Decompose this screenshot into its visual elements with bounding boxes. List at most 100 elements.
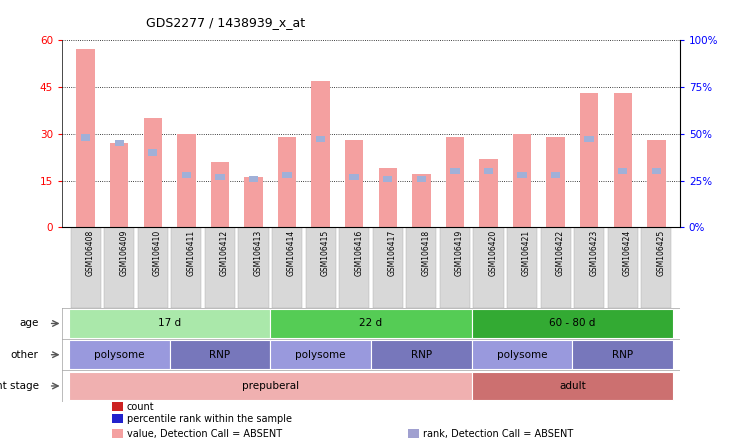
Text: GSM106417: GSM106417 <box>387 230 397 276</box>
FancyBboxPatch shape <box>440 227 470 308</box>
Bar <box>613 93 632 227</box>
FancyBboxPatch shape <box>474 227 504 308</box>
FancyBboxPatch shape <box>70 227 101 308</box>
Bar <box>580 93 599 227</box>
Bar <box>282 172 292 178</box>
Bar <box>181 172 191 178</box>
Bar <box>480 159 498 227</box>
Bar <box>484 168 493 174</box>
Text: other: other <box>11 350 39 360</box>
FancyBboxPatch shape <box>170 341 270 369</box>
Bar <box>211 162 229 227</box>
Bar <box>446 137 464 227</box>
FancyBboxPatch shape <box>69 372 471 400</box>
FancyBboxPatch shape <box>339 227 369 308</box>
Text: RNP: RNP <box>209 350 230 360</box>
Bar <box>112 429 123 438</box>
Text: 60 - 80 d: 60 - 80 d <box>549 318 596 329</box>
Bar <box>383 175 393 182</box>
Bar <box>110 143 129 227</box>
Bar <box>81 135 91 141</box>
FancyBboxPatch shape <box>471 309 673 338</box>
Bar <box>112 402 123 411</box>
FancyBboxPatch shape <box>574 227 605 308</box>
FancyBboxPatch shape <box>373 227 403 308</box>
Text: GSM106411: GSM106411 <box>186 230 195 276</box>
Text: polysome: polysome <box>497 350 548 360</box>
Text: GSM106414: GSM106414 <box>287 230 296 276</box>
Text: GSM106418: GSM106418 <box>421 230 431 276</box>
FancyBboxPatch shape <box>306 227 336 308</box>
Text: GSM106410: GSM106410 <box>153 230 162 276</box>
FancyBboxPatch shape <box>406 227 436 308</box>
FancyBboxPatch shape <box>137 227 168 308</box>
Text: age: age <box>19 318 39 329</box>
FancyBboxPatch shape <box>471 341 572 369</box>
FancyBboxPatch shape <box>104 227 135 308</box>
FancyBboxPatch shape <box>270 309 471 338</box>
Bar <box>77 49 95 227</box>
Bar <box>244 178 262 227</box>
Bar <box>311 81 330 227</box>
Text: count: count <box>127 402 155 412</box>
Bar <box>417 175 426 182</box>
FancyBboxPatch shape <box>641 227 672 308</box>
Text: GSM106423: GSM106423 <box>589 230 598 276</box>
Bar <box>143 118 162 227</box>
FancyBboxPatch shape <box>270 341 371 369</box>
Text: GSM106425: GSM106425 <box>656 230 665 276</box>
Text: GSM106424: GSM106424 <box>623 230 632 276</box>
Text: RNP: RNP <box>612 350 633 360</box>
Text: GSM106412: GSM106412 <box>220 230 229 276</box>
FancyBboxPatch shape <box>272 227 302 308</box>
Bar <box>647 140 665 227</box>
FancyBboxPatch shape <box>171 227 202 308</box>
Bar <box>249 175 258 182</box>
Text: GSM106413: GSM106413 <box>254 230 262 276</box>
Text: adult: adult <box>559 381 586 391</box>
Text: 22 d: 22 d <box>360 318 382 329</box>
Text: development stage: development stage <box>0 381 39 391</box>
Bar <box>115 140 124 146</box>
FancyBboxPatch shape <box>205 227 235 308</box>
Bar <box>412 174 431 227</box>
Bar <box>513 134 531 227</box>
Bar <box>408 429 419 438</box>
FancyBboxPatch shape <box>69 309 270 338</box>
FancyBboxPatch shape <box>371 341 471 369</box>
Bar <box>518 172 527 178</box>
FancyBboxPatch shape <box>238 227 268 308</box>
Bar <box>551 172 561 178</box>
FancyBboxPatch shape <box>540 227 571 308</box>
FancyBboxPatch shape <box>572 341 673 369</box>
Text: GSM106420: GSM106420 <box>488 230 498 276</box>
Bar <box>379 168 397 227</box>
Text: GSM106421: GSM106421 <box>522 230 531 276</box>
Text: polysome: polysome <box>295 350 346 360</box>
Text: rank, Detection Call = ABSENT: rank, Detection Call = ABSENT <box>423 429 574 439</box>
FancyBboxPatch shape <box>607 227 638 308</box>
Text: value, Detection Call = ABSENT: value, Detection Call = ABSENT <box>127 429 282 439</box>
Bar <box>349 174 359 180</box>
Bar <box>316 136 325 143</box>
Text: GSM106408: GSM106408 <box>86 230 94 276</box>
Text: prepuberal: prepuberal <box>242 381 299 391</box>
FancyBboxPatch shape <box>507 227 537 308</box>
Text: polysome: polysome <box>94 350 145 360</box>
Bar <box>585 136 594 143</box>
Text: GDS2277 / 1438939_x_at: GDS2277 / 1438939_x_at <box>146 16 306 29</box>
Bar <box>618 168 627 174</box>
Text: GSM106415: GSM106415 <box>321 230 330 276</box>
Bar <box>345 140 363 227</box>
Bar <box>546 137 565 227</box>
Bar <box>651 168 661 174</box>
Bar <box>148 149 157 155</box>
Text: RNP: RNP <box>411 350 432 360</box>
Text: GSM106409: GSM106409 <box>119 230 128 276</box>
FancyBboxPatch shape <box>471 372 673 400</box>
Text: GSM106422: GSM106422 <box>556 230 564 276</box>
Text: 17 d: 17 d <box>158 318 181 329</box>
Text: GSM106419: GSM106419 <box>455 230 464 276</box>
Bar <box>450 168 460 174</box>
FancyBboxPatch shape <box>69 341 170 369</box>
